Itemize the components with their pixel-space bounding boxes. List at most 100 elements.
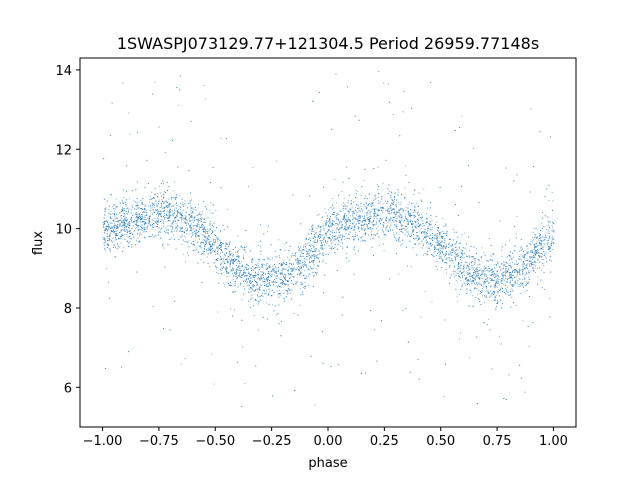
data-point — [316, 232, 317, 234]
data-point — [548, 200, 550, 201]
data-point — [481, 289, 483, 291]
data-point — [487, 270, 489, 272]
data-point — [495, 286, 497, 288]
data-point — [398, 191, 400, 193]
data-point — [527, 259, 529, 261]
data-point — [190, 210, 192, 211]
data-point — [500, 286, 502, 288]
data-point — [383, 233, 385, 235]
data-point — [211, 251, 213, 253]
data-point — [428, 235, 430, 237]
data-point — [381, 196, 383, 198]
data-point — [452, 262, 454, 264]
data-point — [346, 229, 348, 230]
data-point — [164, 191, 165, 193]
data-point — [138, 201, 140, 203]
data-point — [502, 276, 504, 277]
data-point — [141, 214, 143, 215]
data-point — [252, 286, 254, 288]
data-point — [117, 218, 119, 220]
data-point — [156, 210, 158, 212]
data-point — [298, 270, 300, 272]
data-point — [203, 221, 205, 223]
data-point — [372, 202, 374, 203]
data-point — [500, 279, 502, 281]
data-point — [451, 245, 453, 247]
data-point — [345, 207, 347, 209]
data-point — [405, 210, 407, 212]
data-point — [410, 266, 412, 268]
data-point — [196, 229, 197, 231]
data-point — [211, 246, 213, 248]
data-point — [119, 223, 121, 225]
data-point — [481, 277, 483, 279]
data-point — [340, 245, 341, 247]
data-point — [491, 293, 493, 294]
data-point — [495, 303, 497, 304]
data-point — [245, 281, 246, 282]
data-point — [224, 256, 226, 258]
data-point — [221, 273, 222, 275]
data-point — [531, 256, 533, 258]
data-point — [336, 238, 338, 240]
data-point — [309, 269, 311, 271]
data-point — [442, 238, 443, 239]
data-point — [236, 262, 238, 264]
data-point — [175, 198, 177, 200]
data-point — [110, 210, 112, 212]
data-point — [159, 229, 161, 231]
data-point — [155, 209, 157, 211]
data-point — [224, 229, 226, 231]
data-point — [303, 263, 305, 265]
data-point — [123, 209, 125, 211]
data-point — [494, 292, 496, 294]
data-point — [328, 222, 330, 224]
data-point — [104, 239, 106, 241]
data-point — [296, 259, 297, 261]
data-point — [267, 285, 269, 287]
data-point — [196, 222, 198, 224]
data-point — [112, 213, 114, 214]
data-point — [268, 265, 270, 266]
data-point — [413, 194, 415, 195]
data-point — [442, 246, 443, 248]
data-point — [256, 283, 258, 285]
data-point — [509, 263, 511, 265]
data-point — [407, 210, 409, 212]
data-point — [249, 273, 250, 275]
data-point — [325, 240, 327, 242]
data-point — [446, 272, 447, 274]
data-point — [104, 245, 105, 246]
data-point — [257, 292, 259, 294]
data-point — [368, 209, 370, 211]
data-point — [509, 256, 511, 258]
data-point — [125, 204, 126, 206]
data-point — [349, 223, 351, 224]
data-point — [163, 225, 165, 227]
data-point — [531, 264, 532, 266]
data-point — [302, 287, 304, 288]
data-point — [511, 280, 513, 281]
data-point — [439, 232, 441, 234]
data-point — [474, 284, 476, 285]
data-point — [308, 245, 310, 246]
data-point — [521, 259, 522, 261]
data-point — [377, 214, 378, 216]
data-point — [219, 231, 221, 233]
data-point — [237, 255, 239, 257]
data-point — [298, 242, 300, 244]
data-point — [169, 329, 171, 331]
data-point — [422, 243, 424, 245]
data-point — [479, 293, 481, 294]
data-point — [328, 230, 329, 232]
data-point — [197, 224, 199, 226]
data-point — [368, 218, 370, 220]
data-point — [130, 219, 132, 221]
data-point — [404, 216, 406, 217]
data-point — [260, 284, 261, 286]
data-point — [180, 213, 181, 215]
data-point — [186, 233, 187, 235]
data-point — [284, 263, 285, 264]
data-point — [225, 267, 227, 269]
data-point — [154, 81, 156, 83]
